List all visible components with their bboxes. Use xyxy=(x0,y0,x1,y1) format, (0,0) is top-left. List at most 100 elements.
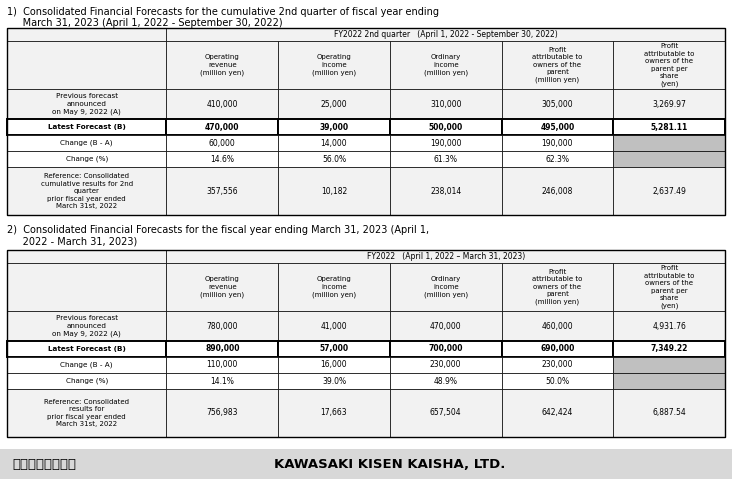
Bar xyxy=(166,135,278,151)
Text: 305,000: 305,000 xyxy=(542,100,573,109)
Text: 238,014: 238,014 xyxy=(430,186,461,195)
Text: 50.0%: 50.0% xyxy=(545,376,569,386)
Text: 25,000: 25,000 xyxy=(321,100,347,109)
Bar xyxy=(166,373,278,389)
Bar xyxy=(7,341,166,357)
Bar xyxy=(390,167,501,215)
Text: 62.3%: 62.3% xyxy=(545,155,569,163)
Text: 39,000: 39,000 xyxy=(319,123,348,132)
Text: 890,000: 890,000 xyxy=(205,344,239,354)
Bar xyxy=(7,357,166,373)
Text: 700,000: 700,000 xyxy=(428,344,463,354)
Text: 357,556: 357,556 xyxy=(206,186,238,195)
Bar xyxy=(390,341,501,357)
Text: 756,983: 756,983 xyxy=(206,409,238,418)
Bar xyxy=(7,250,166,263)
Text: Profit
attributable to
owners of the
parent per
share
(yen): Profit attributable to owners of the par… xyxy=(644,265,695,309)
Text: 61.3%: 61.3% xyxy=(433,155,458,163)
Bar xyxy=(166,311,278,341)
Text: 2,637.49: 2,637.49 xyxy=(652,186,686,195)
Text: Profit
attributable to
owners of the
parent
(million yen): Profit attributable to owners of the par… xyxy=(532,47,583,83)
Bar xyxy=(166,41,278,89)
Bar xyxy=(390,389,501,437)
Bar xyxy=(501,389,613,437)
Text: 310,000: 310,000 xyxy=(430,100,461,109)
Bar xyxy=(613,41,725,89)
Text: Previous forecast
announced
on May 9, 2022 (A): Previous forecast announced on May 9, 20… xyxy=(52,315,121,337)
Bar xyxy=(501,135,613,151)
Text: 780,000: 780,000 xyxy=(206,321,238,331)
Bar xyxy=(501,167,613,215)
Text: 4,931.76: 4,931.76 xyxy=(652,321,686,331)
Bar xyxy=(390,135,501,151)
Bar xyxy=(613,135,725,151)
Bar xyxy=(613,263,725,311)
Text: 6,887.54: 6,887.54 xyxy=(652,409,686,418)
Bar xyxy=(278,357,390,373)
Text: 川崎汽船株式會社: 川崎汽船株式會社 xyxy=(12,457,76,470)
Bar xyxy=(166,119,278,135)
Bar xyxy=(613,119,725,135)
Bar xyxy=(166,389,278,437)
Bar xyxy=(390,151,501,167)
Bar xyxy=(613,167,725,215)
Text: Change (%): Change (%) xyxy=(66,156,108,162)
Text: 17,663: 17,663 xyxy=(321,409,347,418)
Text: 57,000: 57,000 xyxy=(319,344,348,354)
Text: FY2022   (April 1, 2022 – March 31, 2023): FY2022 (April 1, 2022 – March 31, 2023) xyxy=(367,252,525,261)
Text: 495,000: 495,000 xyxy=(540,123,575,132)
Text: 14.6%: 14.6% xyxy=(210,155,234,163)
Text: 230,000: 230,000 xyxy=(430,361,461,369)
Text: 2022 - March 31, 2023): 2022 - March 31, 2023) xyxy=(7,236,138,246)
Text: Latest Forecast (B): Latest Forecast (B) xyxy=(48,124,126,130)
Text: Operating
income
(million yen): Operating income (million yen) xyxy=(312,276,356,298)
Bar xyxy=(390,357,501,373)
Bar xyxy=(390,41,501,89)
Text: Profit
attributable to
owners of the
parent per
share
(yen): Profit attributable to owners of the par… xyxy=(644,43,695,87)
Text: March 31, 2023 (April 1, 2022 - September 30, 2022): March 31, 2023 (April 1, 2022 - Septembe… xyxy=(7,18,283,28)
Bar xyxy=(166,357,278,373)
Bar xyxy=(278,119,390,135)
Text: Ordinary
income
(million yen): Ordinary income (million yen) xyxy=(424,276,468,298)
Bar xyxy=(278,167,390,215)
Text: 500,000: 500,000 xyxy=(428,123,463,132)
Text: 56.0%: 56.0% xyxy=(322,155,346,163)
Text: 39.0%: 39.0% xyxy=(322,376,346,386)
Bar xyxy=(501,151,613,167)
Text: 246,008: 246,008 xyxy=(542,186,573,195)
Bar xyxy=(7,167,166,215)
Bar xyxy=(390,373,501,389)
Text: Operating
revenue
(million yen): Operating revenue (million yen) xyxy=(200,276,244,298)
Text: 657,504: 657,504 xyxy=(430,409,461,418)
Text: Reference: Consolidated
cumulative results for 2nd
quarter
prior fiscal year end: Reference: Consolidated cumulative resul… xyxy=(41,173,132,209)
Text: Profit
attributable to
owners of the
parent
(million yen): Profit attributable to owners of the par… xyxy=(532,269,583,305)
Bar xyxy=(278,263,390,311)
Bar xyxy=(501,89,613,119)
Text: Previous forecast
announced
on May 9, 2022 (A): Previous forecast announced on May 9, 20… xyxy=(52,93,121,115)
Bar xyxy=(166,28,725,41)
Bar xyxy=(613,389,725,437)
Text: 460,000: 460,000 xyxy=(542,321,573,331)
Bar xyxy=(7,151,166,167)
Bar xyxy=(278,389,390,437)
Bar xyxy=(278,341,390,357)
Text: Change (B - A): Change (B - A) xyxy=(61,362,113,368)
Bar xyxy=(278,373,390,389)
Bar xyxy=(390,119,501,135)
Bar xyxy=(613,311,725,341)
Text: KAWASAKI KISEN KAISHA, LTD.: KAWASAKI KISEN KAISHA, LTD. xyxy=(274,457,506,470)
Text: 2)  Consolidated Financial Forecasts for the fiscal year ending March 31, 2023 (: 2) Consolidated Financial Forecasts for … xyxy=(7,225,429,235)
Text: Reference: Consolidated
results for
prior fiscal year ended
March 31st, 2022: Reference: Consolidated results for prio… xyxy=(44,399,130,427)
Bar xyxy=(613,357,725,373)
Text: 10,182: 10,182 xyxy=(321,186,347,195)
Text: 16,000: 16,000 xyxy=(321,361,347,369)
Bar xyxy=(7,389,166,437)
Bar xyxy=(7,41,166,89)
Bar xyxy=(501,41,613,89)
Bar xyxy=(7,263,166,311)
Text: 48.9%: 48.9% xyxy=(433,376,458,386)
Bar xyxy=(0,449,732,479)
Bar xyxy=(501,341,613,357)
Bar xyxy=(390,311,501,341)
Text: 41,000: 41,000 xyxy=(321,321,347,331)
